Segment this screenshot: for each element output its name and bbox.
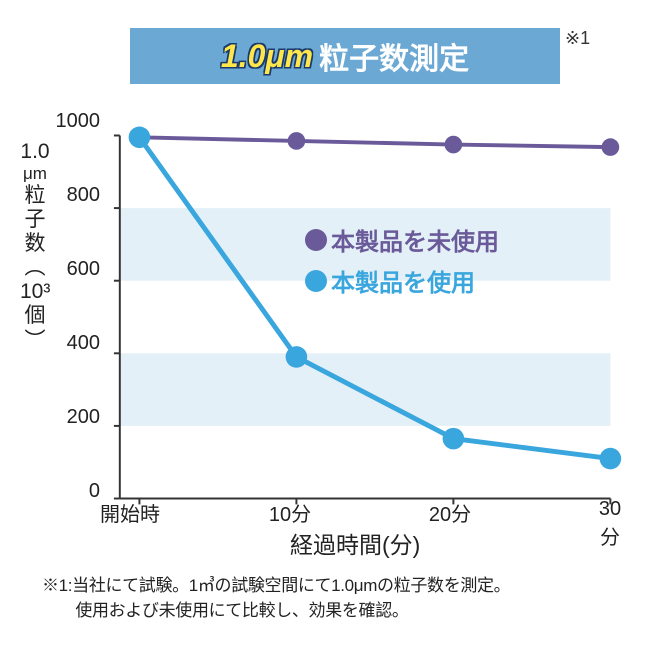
- footnote-line2: 使用および未使用にて比較し、効果を確認。: [42, 599, 510, 624]
- legend-label: 本製品を未使用: [331, 222, 499, 257]
- y-axis-title-segment: 数: [20, 232, 50, 256]
- legend-item: 本製品を使用: [305, 263, 499, 298]
- y-axis-title-segment: 1.0: [20, 140, 50, 164]
- x-tick-label: 30分: [591, 498, 629, 550]
- y-tick-label: 0: [40, 480, 100, 503]
- y-axis-title-segment: 10³: [20, 280, 50, 304]
- footnote: ※1:当社にて試験。1㎥の試験空間にて1.0μmの粒子数を測定。 使用および未使…: [42, 574, 510, 623]
- y-tick-label: 1000: [40, 110, 100, 133]
- particle-chart: [110, 122, 610, 492]
- y-axis-title: 1.0μm粒子数︵10³個︶: [20, 140, 50, 353]
- footnote-line1: ※1:当社にて試験。1㎥の試験空間にて1.0μmの粒子数を測定。: [42, 574, 510, 599]
- title-superscript: ※1: [565, 28, 590, 49]
- y-tick-label: 400: [40, 332, 100, 355]
- y-tick-label: 800: [40, 184, 100, 207]
- y-axis-title-segment: μm: [20, 164, 50, 184]
- y-tick-label: 600: [40, 258, 100, 281]
- title-main: 粒子数測定: [319, 34, 469, 78]
- x-tick-label: 20分: [429, 498, 471, 527]
- x-axis-title: 経過時間(分): [290, 526, 420, 560]
- title-banner: 1.0μm 粒子数測定: [130, 28, 560, 84]
- legend-marker-icon: [305, 270, 327, 292]
- legend-label: 本製品を使用: [331, 263, 475, 298]
- legend-marker-icon: [305, 229, 327, 251]
- y-tick-label: 200: [40, 406, 100, 429]
- x-tick-label: 10分: [269, 498, 311, 527]
- chart-legend: 本製品を未使用本製品を使用: [305, 222, 499, 304]
- y-axis-title-segment: 子: [20, 208, 50, 232]
- legend-item: 本製品を未使用: [305, 222, 499, 257]
- title-accent: 1.0μm: [221, 38, 313, 75]
- x-tick-label: 開始時: [100, 498, 160, 527]
- y-axis-title-segment: 個: [20, 304, 50, 328]
